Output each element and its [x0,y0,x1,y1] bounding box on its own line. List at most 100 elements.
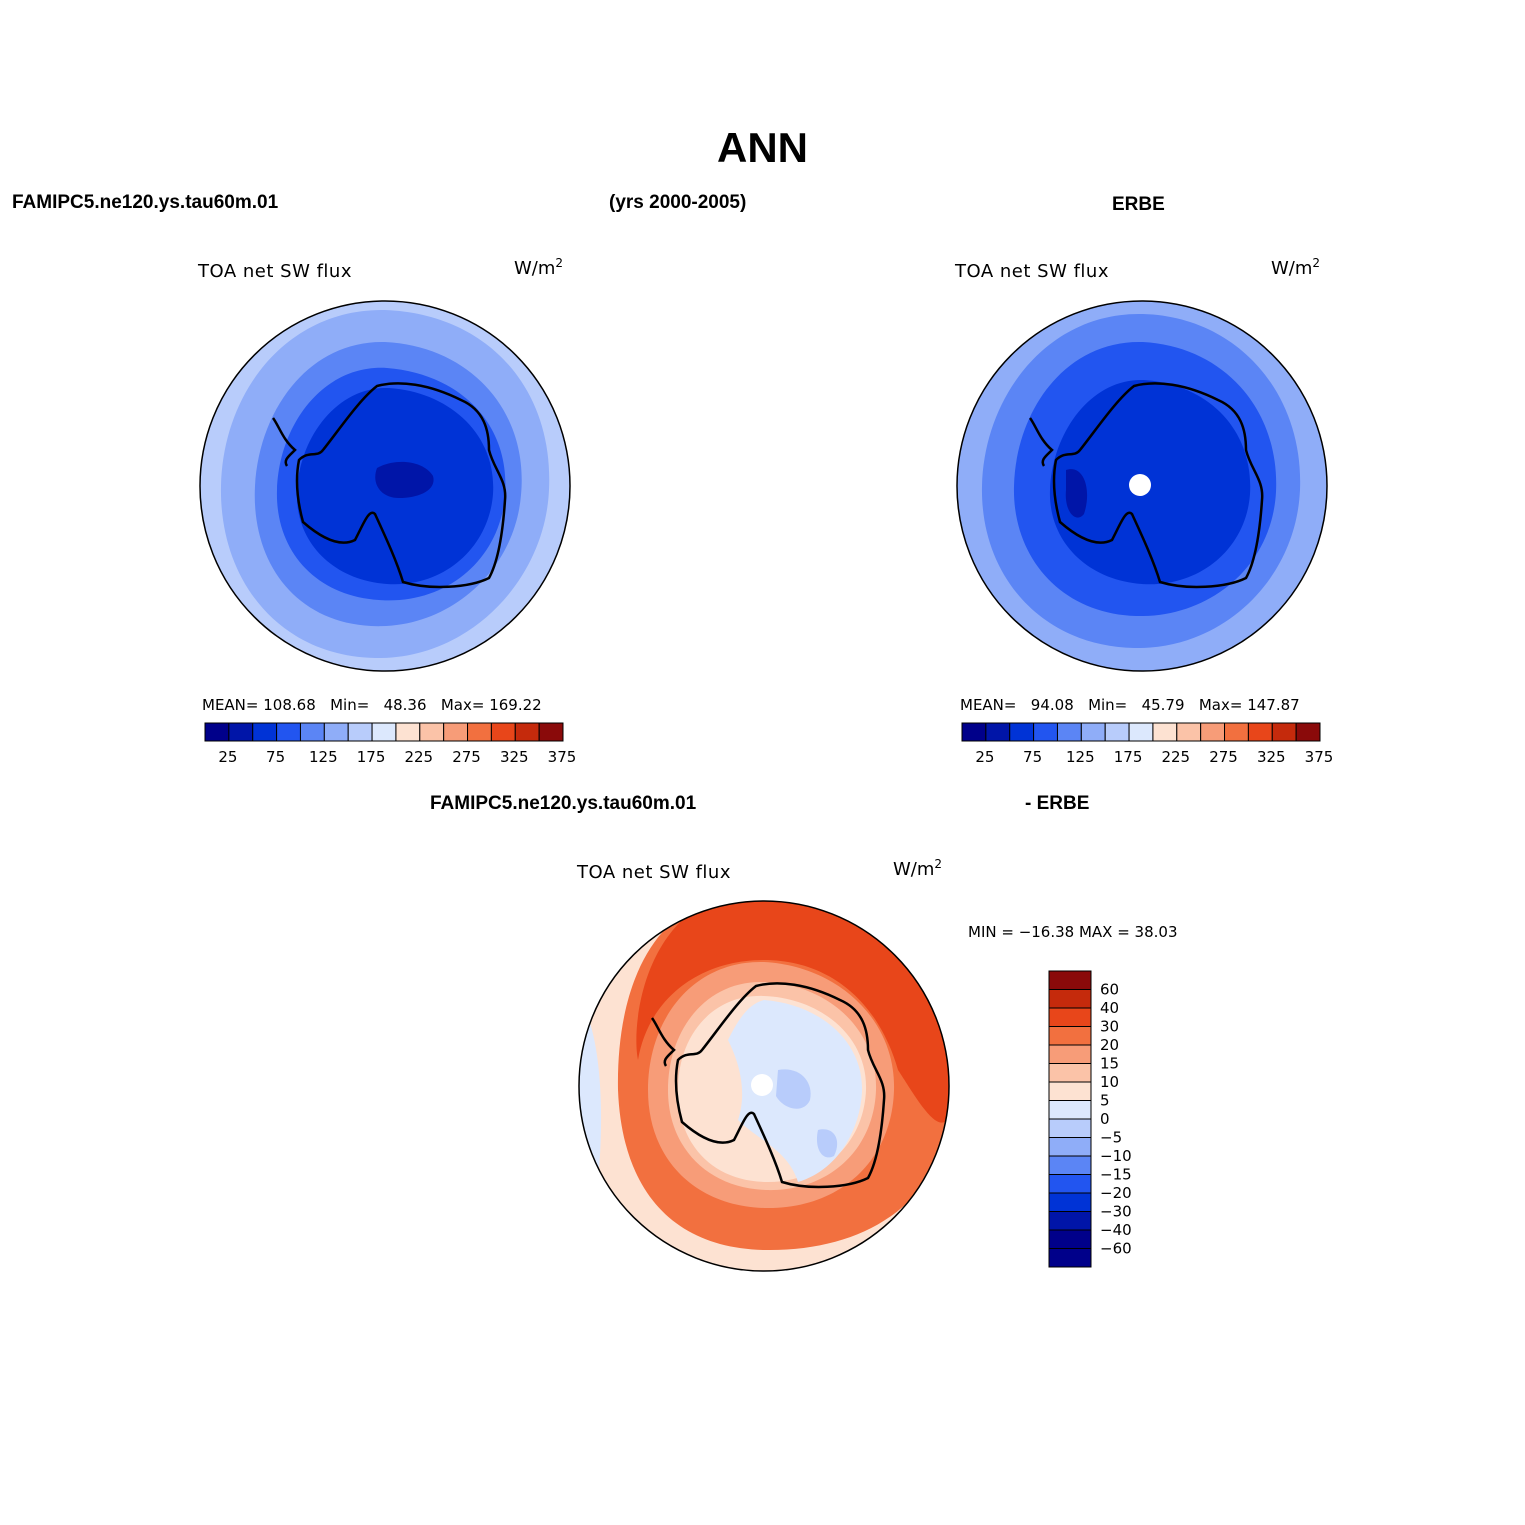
colorbar-swatch [1200,722,1226,742]
colorbar-swatch [419,722,445,742]
panel1-units: W/m2 [514,256,564,279]
main-title: ANN [717,124,808,171]
colorbar-swatch [1176,722,1202,742]
colorbar-label: 40 [1100,999,1119,1017]
colorbar-swatch [1048,1248,1092,1268]
colorbar-label: 225 [1161,748,1190,766]
panel3-minmax: MIN = −16.38 MAX = 38.03 [968,923,1178,941]
antarctica-coastline [674,982,886,1189]
colorbar-swatch [1048,1081,1092,1101]
colorbar-swatch [985,722,1011,742]
colorbar-swatch [1056,722,1082,742]
colorbar-swatch [1295,722,1321,742]
panel1-variable: TOA net SW flux [198,261,352,282]
panel2-stats: MEAN= 94.08 Min= 45.79 Max= 147.87 [960,696,1300,714]
colorbar-label: 60 [1100,981,1119,999]
colorbar-swatch [323,722,349,742]
colorbar-swatch [538,722,564,742]
colorbar-label: 175 [357,748,386,766]
colorbar-swatch [1009,722,1035,742]
colorbar-label: 275 [452,748,481,766]
colorbar-label: 0 [1100,1110,1110,1128]
colorbar-swatch [1104,722,1130,742]
pole-missing-data [751,1074,773,1096]
panel2-units: W/m2 [1271,256,1321,279]
colorbar-label: −20 [1100,1184,1132,1202]
colorbar-swatch [1224,722,1249,742]
colorbar-swatch [1048,1174,1092,1194]
colorbar-swatch [276,722,301,742]
colorbar-swatch [1128,722,1154,742]
colorbar-label: −40 [1100,1221,1132,1239]
colorbar-swatch [1048,1192,1092,1212]
panel2-variable: TOA net SW flux [955,261,1109,282]
colorbar-label: 375 [1305,748,1334,766]
colorbar-label: 125 [1066,748,1095,766]
colorbar-label: 325 [500,748,529,766]
colorbar-label: −5 [1100,1129,1122,1147]
colorbar-swatch [1033,722,1058,742]
colorbar-label: 75 [1023,748,1042,766]
colorbar-label: −60 [1100,1240,1132,1258]
obs-name: ERBE [1112,194,1165,215]
colorbar-swatch [1271,722,1297,742]
panel3-variable: TOA net SW flux [577,862,731,883]
colorbar-label: 125 [309,748,338,766]
colorbar-swatch [1048,970,1092,990]
map-boundary [199,300,571,672]
diff-case-name: FAMIPC5.ne120.ys.tau60m.01 [430,793,697,814]
colorbar-label: 25 [218,748,237,766]
colorbar-swatch [228,722,254,742]
colorbar-swatch [1048,1118,1092,1138]
colorbar-swatch [514,722,540,742]
colorbar-label: −10 [1100,1147,1132,1165]
colorbar-label: 375 [548,748,577,766]
colorbar-swatch [1247,722,1273,742]
colorbar-swatch [371,722,397,742]
colorbar-label: 225 [404,748,433,766]
colorbar-label: 15 [1100,1055,1119,1073]
panel2-polar-map [956,300,1328,672]
colorbar-swatch [1048,1026,1092,1046]
colorbar-swatch [1080,722,1106,742]
years-label: (yrs 2000-2005) [609,192,747,213]
colorbar-label: 25 [975,748,994,766]
colorbar-swatch [1048,1044,1092,1064]
colorbar-label: 325 [1257,748,1286,766]
panel2-colorbar: 25 75 125 175 225 275 325 375 [961,722,1333,766]
panel3-polar-map [578,900,950,1272]
colorbar-swatch [1048,1155,1092,1175]
colorbar-swatch [299,722,325,742]
colorbar-swatch [1048,1063,1092,1083]
colorbar-swatch [1048,989,1092,1009]
map-boundary [578,900,950,1272]
panel1-polar-map [199,300,571,672]
colorbar-swatch [490,722,516,742]
colorbar-swatch [443,722,469,742]
colorbar-swatch [961,722,987,742]
colorbar-label: 30 [1100,1018,1119,1036]
colorbar-swatch [1048,1211,1092,1231]
colorbar-swatch [204,722,230,742]
colorbar-swatch [1048,1007,1092,1027]
panel1-stats: MEAN= 108.68 Min= 48.36 Max= 169.22 [202,696,542,714]
colorbar-label: 20 [1100,1036,1119,1054]
colorbar-label: −30 [1100,1203,1132,1221]
colorbar-label: 175 [1114,748,1143,766]
colorbar-swatch [1152,722,1178,742]
diff-obs-name: - ERBE [1025,793,1090,814]
colorbar-swatch [347,722,373,742]
colorbar-swatch [1048,1229,1092,1249]
colorbar-swatch [252,722,278,742]
panel3-units: W/m2 [893,857,943,880]
colorbar-swatch [395,722,421,742]
colorbar-swatch [1048,1100,1092,1120]
colorbar-swatch [1048,1137,1092,1157]
colorbar-swatch [467,722,492,742]
colorbar-label: 10 [1100,1073,1119,1091]
antarctica-coastline [295,382,507,589]
colorbar-label: 275 [1209,748,1238,766]
colorbar-label: −15 [1100,1166,1132,1184]
pole-missing-data [1129,474,1151,496]
